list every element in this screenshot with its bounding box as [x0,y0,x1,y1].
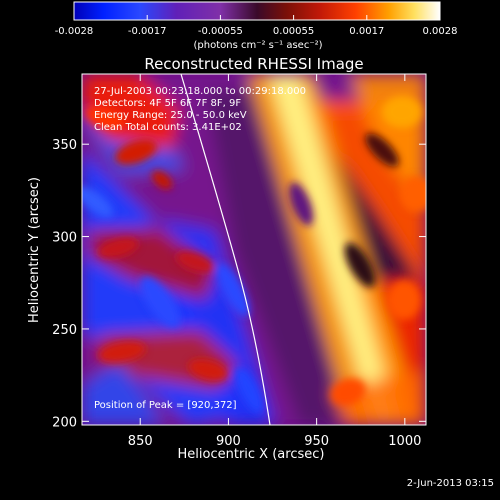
chart-title: Reconstructed RHESSI Image [144,55,363,73]
blob-purple-1 [289,182,313,226]
blob-blue-4 [235,367,263,413]
colorbar-unit: (photons cm⁻² s⁻¹ asec⁻²) [193,40,322,51]
annotation-clean: Clean Total counts: 3.41E+02 [94,122,242,133]
x-tick-label: 850 [128,434,153,449]
colorbar-tick-label: 0.0028 [423,26,458,37]
y-tick-label: 350 [52,138,77,153]
heatmap-detail-blobs [82,96,426,413]
colorbar-tick-label: 0.0017 [349,26,384,37]
x-tick-label: 950 [304,434,329,449]
blob-dark-2 [365,133,399,167]
blob-blue-3 [216,263,250,317]
y-tick-label: 200 [52,415,77,430]
main-bright-band [268,74,398,425]
blob-red-1 [85,106,125,130]
upper-red-band [82,74,180,150]
x-axis-label: Heliocentric X (arcsec) [178,447,325,462]
plot-annotations: 27-Jul-2003 00:23:18.000 to 00:29:18.000… [94,86,306,411]
colorbar-gradient [74,2,440,20]
lower-right-orange-band [330,370,426,425]
bottom-left-blue-band [82,360,165,425]
blob-red-2 [114,139,158,165]
y-axis-label: Heliocentric Y (arcsec) [27,177,42,323]
annotation-time-range: 27-Jul-2003 00:23:18.000 to 00:29:18.000 [94,86,306,97]
blob-red-4 [97,237,139,259]
blob-orange-3 [387,280,421,320]
x-tick-label: 900 [216,434,241,449]
blob-dark-1 [344,242,376,288]
plot-frame [81,73,427,426]
annotation-energy: Energy Range: 25.0 - 50.0 keV [94,110,247,121]
annotation-detectors: Detectors: 4F 5F 6F 7F 8F, 9F [94,98,241,109]
heatmap-base-blobs [82,74,426,425]
colorbar-frame [73,1,441,21]
blob-orange-2 [400,176,426,212]
blob-red-5 [175,251,215,273]
colorbar-tick-label: 0.00055 [273,26,314,37]
y-tick-label: 250 [52,323,77,338]
blob-blue-1 [82,186,114,218]
colorbar-tick-label: -0.00055 [198,26,243,37]
x-tick-label: 1000 [388,434,421,449]
blob-red-3 [151,170,173,190]
plot-area [82,74,426,425]
x-axis-ticks: 850 900 950 1000 [128,74,421,449]
blob-orange-1 [382,96,422,128]
dark-diagonal-band [205,90,360,425]
colorbar-ticks: -0.0028 -0.0017 -0.00055 0.00055 0.0017 0.002… [55,15,458,37]
timestamp: 2-Jun-2013 03:15 [407,478,494,489]
y-tick-label: 300 [52,231,77,246]
blob-red-7 [188,359,228,381]
colorbar-tick-label: -0.0028 [55,26,94,37]
blob-blue-2 [140,276,180,328]
annotation-peak: Position of Peak = [920,372] [94,400,237,411]
colorbar-tick-label: -0.0017 [128,26,167,37]
colorbar: -0.0028 -0.0017 -0.00055 0.00055 0.0017 0.002… [55,1,458,51]
y-axis-ticks: 200 250 300 350 [52,138,426,430]
blob-red-6 [98,341,146,363]
blob-red-8 [330,378,366,406]
solar-limb [180,74,271,425]
